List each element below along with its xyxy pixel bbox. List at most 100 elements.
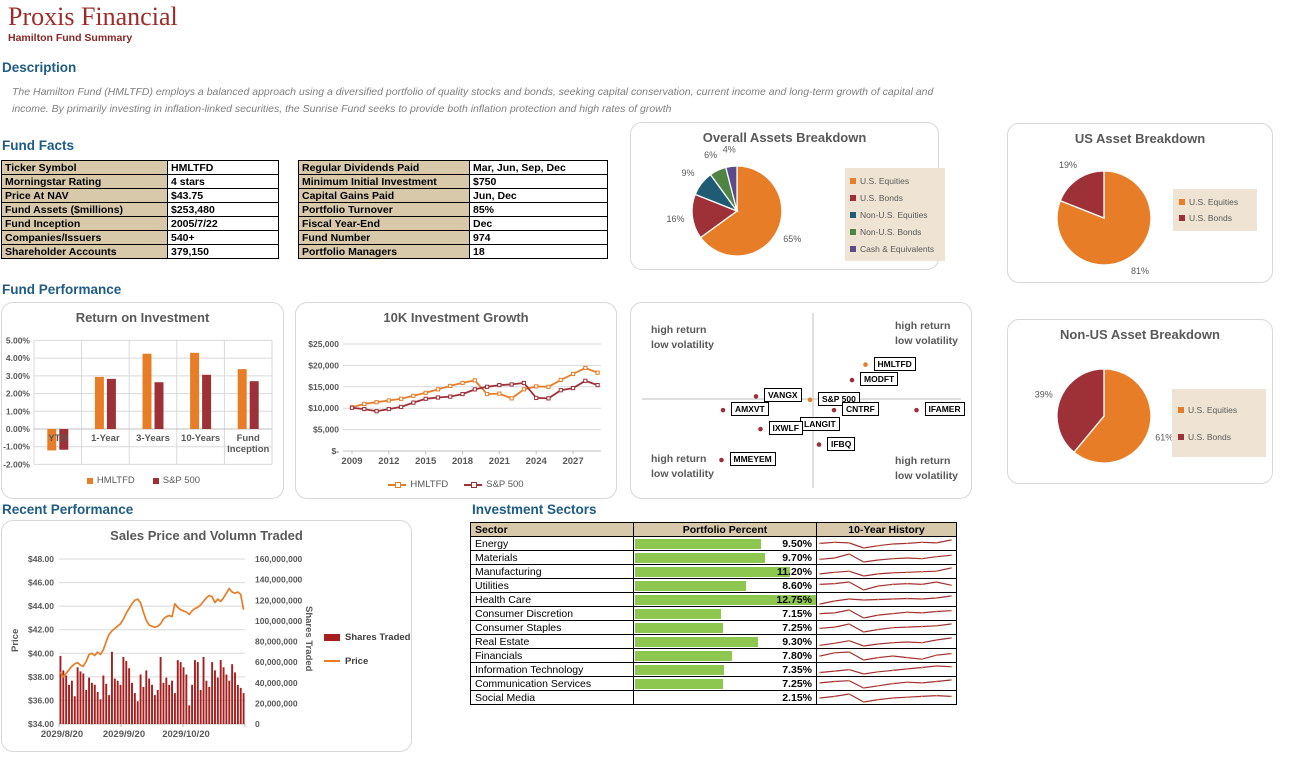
sparkline-marker: [950, 652, 952, 655]
us-assets-pie-chart[interactable]: US Asset Breakdown 81% 19% U.S. Equities U…: [1007, 123, 1273, 283]
sparkline-marker: [848, 651, 850, 653]
fund-fact-row: Fiscal Year-End Dec: [298, 216, 608, 231]
volume-bar: [65, 675, 68, 724]
volume-bar: [196, 662, 199, 724]
section-heading-description: Description: [2, 60, 77, 75]
volume-bar: [119, 684, 122, 724]
y-tick-label: 0.00%: [6, 424, 31, 434]
volume-bar: [73, 696, 76, 724]
x-tick-label: 2024: [526, 456, 548, 467]
volume-bar: [148, 678, 151, 724]
sparkline-line: [819, 539, 952, 549]
sparkline-line: [819, 651, 952, 661]
x-tick-label: 2012: [378, 456, 399, 467]
column-header: Portfolio Percent: [633, 522, 817, 537]
data-point-marker: [386, 406, 391, 412]
data-point-marker: [570, 371, 576, 377]
fact-label: Ticker Symbol: [1, 160, 168, 175]
risk-return-scatter-chart[interactable]: high return low volatility high return low…: [630, 302, 972, 499]
sparkline-marker: [862, 547, 865, 549]
fact-value: HMLTFD: [167, 160, 279, 175]
date-tick-label: 2029/9/20: [103, 729, 145, 740]
fact-value: 379,150: [167, 244, 279, 259]
volume-bar: [193, 660, 196, 724]
10k-investment-growth-chart[interactable]: 10K Investment Growth $25,000 $20,000 $15,…: [295, 302, 617, 499]
sparkline-marker: [819, 573, 821, 575]
legend-swatch: [850, 194, 856, 201]
sparkline-marker: [819, 542, 821, 545]
y-tick-label: -1.00%: [3, 442, 30, 452]
bar-S&P 500-Fund Inception: [249, 381, 259, 429]
section-heading-investment-sectors: Investment Sectors: [472, 502, 597, 517]
volume-tick-label: 0: [255, 719, 260, 729]
percent-data-bar: [635, 580, 746, 591]
price-line: [59, 587, 245, 678]
sector-name: Materials: [470, 550, 634, 565]
fact-value: 4 stars: [167, 174, 279, 189]
fund-fact-row: Fund Number 974: [298, 230, 608, 245]
fact-label: Fund Assets ($millions): [1, 202, 168, 217]
data-point-marker: [484, 384, 490, 389]
bar-HMLTFD-Fund Inception: [237, 369, 247, 429]
scatter-point-MODFT: [849, 377, 855, 383]
volume-bar: [70, 680, 73, 724]
y-tick-label: $20,000: [308, 360, 339, 370]
legend-item: U.S. Bonds: [1177, 210, 1253, 226]
return-on-investment-chart[interactable]: Return on Investment -2.00% -1.00% 0.00% 1.…: [1, 302, 284, 499]
percent-value: 7.15%: [782, 608, 812, 620]
sparkline-marker: [891, 612, 894, 615]
sector-row: Manufacturing 11.20%: [470, 564, 957, 579]
sparkline-marker: [848, 668, 850, 671]
volume-bar: [179, 662, 182, 724]
nonus-assets-pie-chart[interactable]: Non-US Asset Breakdown 61% 39% U.S. Equit…: [1007, 319, 1273, 484]
data-point-marker: [399, 404, 404, 410]
y-tick-label: 2.00%: [6, 389, 31, 399]
y-tick-label: -2.00%: [3, 459, 30, 469]
sparkline-marker: [819, 671, 821, 674]
volume-bar: [111, 651, 113, 724]
sparkline-line: [819, 693, 952, 703]
sales-price-volume-chart[interactable]: Sales Price and Volumn Traded $48.00 $46.…: [1, 520, 412, 752]
sparkline-marker: [877, 544, 880, 547]
percent-value: 7.25%: [782, 678, 812, 690]
sparkline-marker: [921, 570, 923, 573]
data-point-marker: [546, 384, 551, 389]
data-point-marker: [534, 395, 539, 401]
sparkline-marker: [921, 658, 923, 661]
sector-name: Utilities: [470, 578, 634, 593]
portfolio-percent-cell: 11.20%: [633, 564, 817, 579]
history-sparkline-cell: [816, 564, 957, 579]
legend-item-shares-traded: Shares Traded: [324, 632, 410, 643]
category-label: 1-Year: [91, 433, 120, 444]
legend-item: U.S. Equities: [848, 172, 942, 189]
sparkline-marker: [950, 539, 952, 541]
legend-swatch: [1179, 215, 1185, 221]
data-point-marker: [448, 394, 453, 399]
chart-title: Non-US Asset Breakdown: [1060, 327, 1220, 342]
bar-HMLTFD-YTD: [47, 429, 57, 451]
sparkline-marker: [891, 543, 894, 545]
price-tick-label: $34.00: [28, 719, 54, 729]
sparkline-marker: [848, 553, 850, 555]
legend: U.S. Equities U.S. Bonds: [1173, 189, 1257, 231]
overall-assets-pie-chart[interactable]: Overall Assets Breakdown 65% 16% 9% 6% 4% U.…: [630, 122, 945, 270]
sparkline: [819, 651, 952, 661]
volume-bar: [90, 682, 93, 725]
pie-slice-U.S. Bonds: [691, 193, 739, 239]
section-heading-fund-performance: Fund Performance: [2, 282, 122, 297]
volume-bar: [173, 693, 176, 724]
sector-row: Financials 7.80%: [470, 648, 957, 663]
sparkline-marker: [877, 670, 880, 673]
fact-value: 2005/7/22: [167, 216, 279, 231]
sparkline-marker: [935, 694, 938, 697]
volume-bar: [102, 675, 105, 724]
pie-data-label: 16%: [666, 214, 684, 224]
report-subtitle: Hamilton Fund Summary: [8, 32, 133, 44]
sparkline-marker: [891, 598, 894, 600]
percent-value: 7.80%: [782, 650, 812, 662]
volume-tick-label: 20,000,000: [255, 698, 298, 708]
fact-value: 18: [469, 244, 608, 259]
sparkline-marker: [891, 571, 894, 574]
volume-bar: [171, 680, 173, 724]
scatter-point-VANGX: [753, 394, 759, 399]
